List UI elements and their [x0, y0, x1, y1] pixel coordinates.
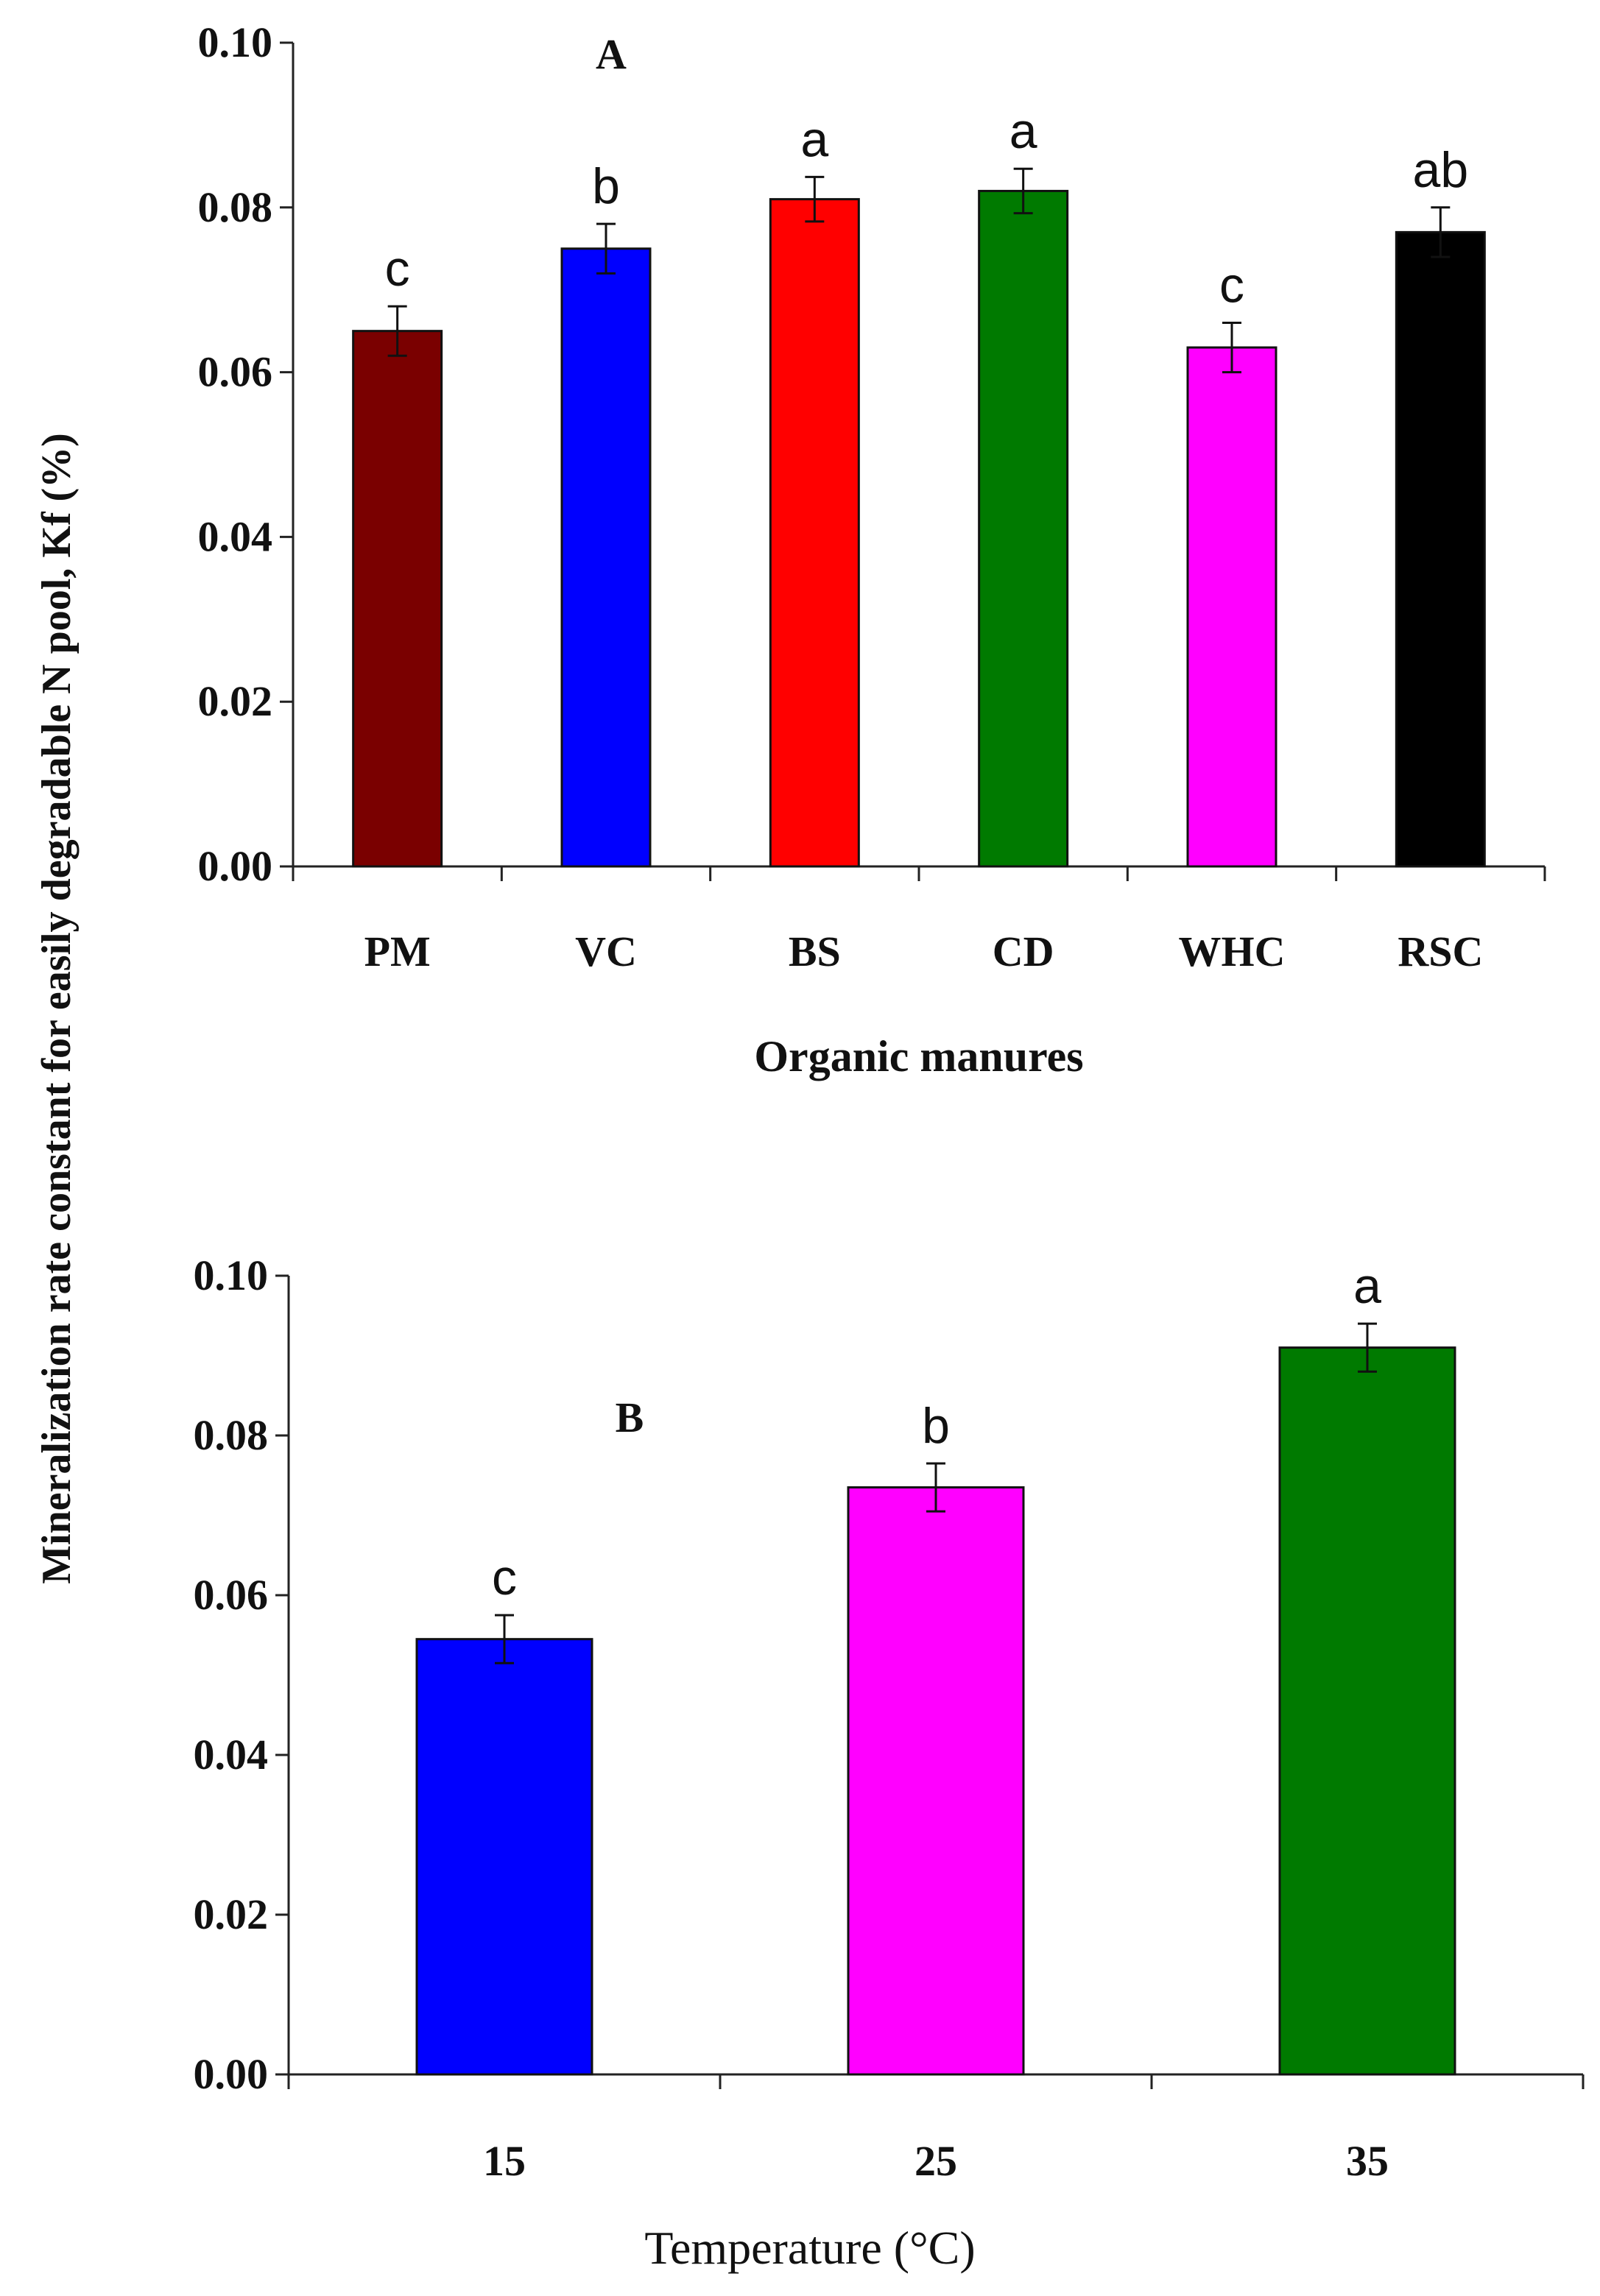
y-tick-label: 0.08: [194, 1411, 269, 1459]
significance-letter: c: [1219, 257, 1244, 313]
bar-35: [1278, 1346, 1456, 2076]
bar-whc: [1186, 346, 1277, 868]
x-tick-label: CD: [993, 928, 1054, 975]
panel-label: B: [616, 1394, 644, 1441]
y-tick-label: 0.02: [194, 1890, 269, 1938]
bar-15: [415, 1638, 593, 2076]
significance-letter: c: [492, 1550, 517, 1606]
x-tick-label: 15: [483, 2137, 526, 2185]
significance-letter: ab: [1413, 142, 1469, 198]
significance-letter: c: [385, 241, 410, 297]
x-tick-label: PM: [364, 928, 431, 975]
y-tick-label: 0.00: [198, 842, 273, 890]
y-tick-label: 0.00: [194, 2050, 269, 2098]
panel-label: A: [596, 30, 627, 78]
bar-rsc: [1395, 230, 1486, 868]
bar-cd: [978, 189, 1069, 868]
bar-bs: [769, 198, 860, 868]
y-tick-label: 0.04: [194, 1731, 269, 1778]
significance-letter: b: [592, 158, 620, 214]
bar-vc: [560, 247, 652, 868]
x-tick-label: BS: [789, 928, 841, 975]
y-tick-label: 0.02: [198, 677, 273, 725]
y-tick-label: 0.08: [198, 183, 273, 231]
y-tick-label: 0.04: [198, 512, 273, 560]
x-axis-title: Temperature (°C): [644, 2222, 975, 2274]
x-tick-label: VC: [575, 928, 637, 975]
panel-b-bar-chart: 0.00 0.02 0.04 0.06 0.08 0.10 c 15 b 25 a 35 B Temper…: [194, 1251, 1585, 2274]
significance-letter: b: [922, 1398, 950, 1454]
x-tick-label: WHC: [1179, 928, 1286, 975]
x-tick-label: 35: [1346, 2137, 1389, 2185]
y-tick-label: 0.06: [194, 1571, 269, 1619]
panel-a-bar-chart: 0.00 0.02 0.04 0.06 0.08 0.10 c PM b VC a BS a CD c WHC…: [198, 18, 1546, 1081]
significance-letter: a: [800, 111, 828, 167]
x-tick-label: RSC: [1398, 928, 1483, 975]
y-tick-label: 0.10: [194, 1251, 269, 1299]
x-tick-label: 25: [914, 2137, 957, 2185]
shared-y-axis-label: Mineralization rate constant for easily …: [34, 433, 80, 1584]
y-tick-label: 0.06: [198, 348, 273, 396]
bar-pm: [352, 330, 443, 868]
x-axis-title: Organic manures: [754, 1032, 1083, 1081]
significance-letter: a: [1353, 1258, 1381, 1314]
significance-letter: a: [1009, 103, 1037, 159]
bar-25: [847, 1486, 1025, 2076]
y-tick-label: 0.10: [198, 18, 273, 66]
